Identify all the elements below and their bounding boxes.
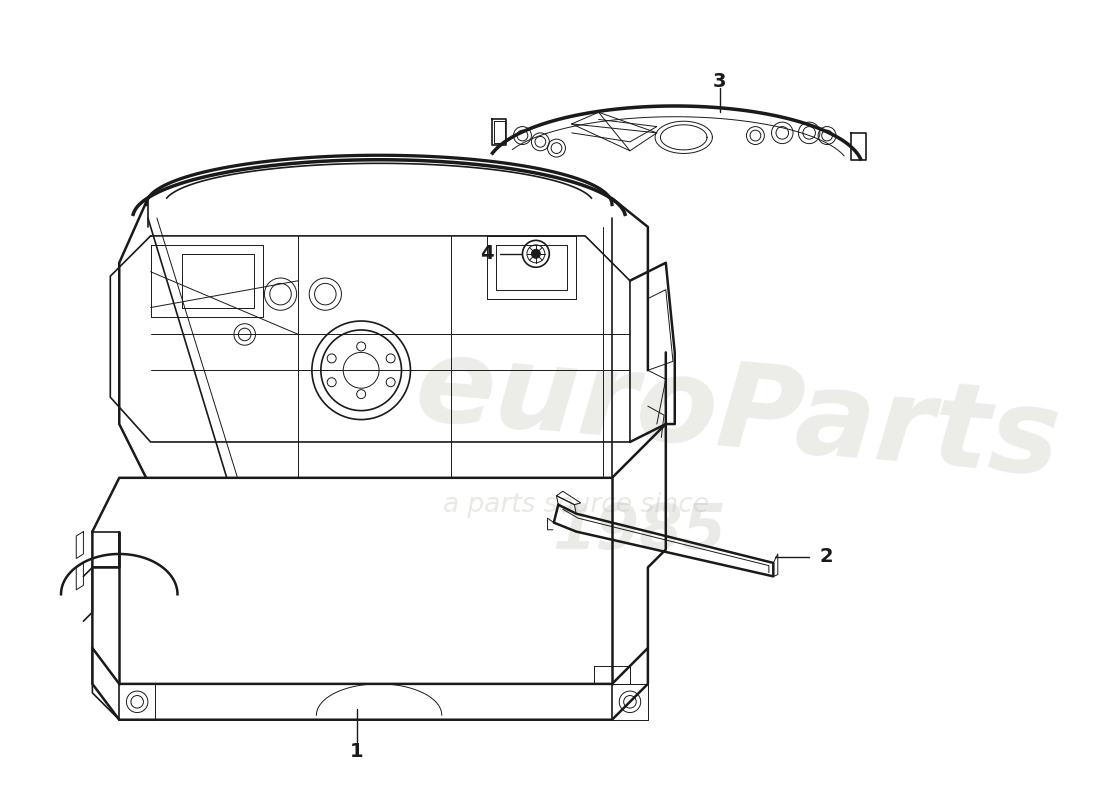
Text: 4: 4 <box>480 244 494 263</box>
Text: a parts source since: a parts source since <box>443 492 710 518</box>
Text: 1985: 1985 <box>552 502 726 562</box>
Text: 1: 1 <box>350 742 363 761</box>
Text: euroParts: euroParts <box>410 330 1065 501</box>
Text: 2: 2 <box>820 547 834 566</box>
Circle shape <box>531 250 540 258</box>
Text: 3: 3 <box>713 72 726 91</box>
